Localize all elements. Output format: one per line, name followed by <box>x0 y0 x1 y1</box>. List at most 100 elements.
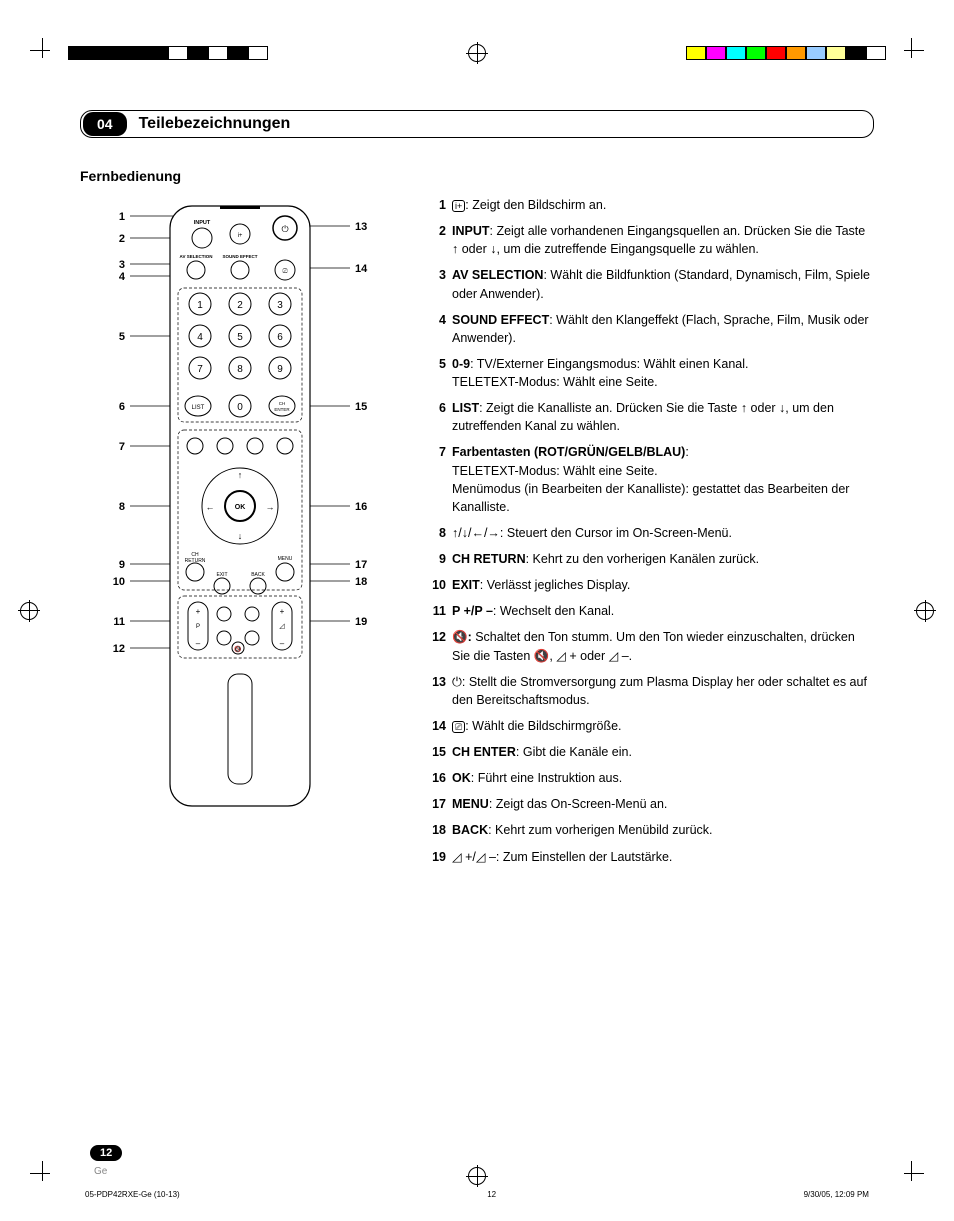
description-body: AV SELECTION: Wählt die Bildfunktion (St… <box>452 266 874 302</box>
description-item: 18BACK: Kehrt zum vorherigen Menübild zu… <box>430 821 874 839</box>
svg-text:5: 5 <box>119 331 125 343</box>
svg-text:15: 15 <box>355 401 367 413</box>
description-item: 11P +/P –: Wechselt den Kanal. <box>430 602 874 620</box>
svg-text:EXIT: EXIT <box>216 572 227 578</box>
description-number: 11 <box>430 602 452 620</box>
color-bars-right <box>686 46 886 60</box>
svg-text:11: 11 <box>113 616 125 628</box>
description-number: 4 <box>430 311 452 347</box>
description-number: 9 <box>430 550 452 568</box>
description-number: 17 <box>430 795 452 813</box>
svg-text:SOUND EFFECT: SOUND EFFECT <box>222 254 257 259</box>
svg-text:19: 19 <box>355 616 367 628</box>
description-body: ⎚: Wählt die Bildschirmgröße. <box>452 717 874 735</box>
print-marks-top <box>0 38 954 68</box>
svg-text:↓: ↓ <box>238 531 243 541</box>
chapter-title: Teilebezeichnungen <box>127 111 303 137</box>
crop-mark <box>30 38 60 68</box>
svg-text:ENTER: ENTER <box>274 407 290 412</box>
svg-text:AV SELECTION: AV SELECTION <box>180 254 213 259</box>
svg-text:2: 2 <box>237 300 243 311</box>
registration-mark <box>20 602 38 620</box>
description-number: 18 <box>430 821 452 839</box>
description-item: 50-9: TV/Externer Eingangsmodus: Wählt e… <box>430 355 874 391</box>
svg-text:9: 9 <box>119 559 125 571</box>
description-body: ⏻: Stellt die Stromversorgung zum Plasma… <box>452 673 874 709</box>
svg-text:←: ← <box>206 502 215 512</box>
svg-text:10: 10 <box>113 576 125 588</box>
svg-text:1: 1 <box>197 300 203 311</box>
description-item: 13⏻: Stellt die Stromversorgung zum Plas… <box>430 673 874 709</box>
registration-mark <box>916 602 934 620</box>
svg-text:MENU: MENU <box>278 556 293 562</box>
svg-text:6: 6 <box>277 332 283 343</box>
description-body: MENU: Zeigt das On-Screen-Menü an. <box>452 795 874 813</box>
svg-text:7: 7 <box>197 364 203 375</box>
registration-mark <box>468 1167 486 1185</box>
description-item: 1i+: Zeigt den Bildschirm an. <box>430 196 874 214</box>
svg-text:–: – <box>280 639 285 648</box>
section-title: Fernbedienung <box>80 168 874 184</box>
chapter-header: 04 Teilebezeichnungen <box>80 110 874 138</box>
description-number: 14 <box>430 717 452 735</box>
description-item: 14⎚: Wählt die Bildschirmgröße. <box>430 717 874 735</box>
svg-text:8: 8 <box>237 364 243 375</box>
description-item: 4SOUND EFFECT: Wählt den Klangeffekt (Fl… <box>430 311 874 347</box>
svg-text:9: 9 <box>277 364 283 375</box>
svg-text:⏻: ⏻ <box>281 224 288 234</box>
description-item: 17MENU: Zeigt das On-Screen-Menü an. <box>430 795 874 813</box>
description-body: 0-9: TV/Externer Eingangsmodus: Wählt ei… <box>452 355 874 391</box>
description-body: OK: Führt eine Instruktion aus. <box>452 769 874 787</box>
description-body: BACK: Kehrt zum vorherigen Menübild zurü… <box>452 821 874 839</box>
description-column: 1i+: Zeigt den Bildschirm an. 2INPUT: Zei… <box>430 196 874 874</box>
svg-text:3: 3 <box>277 300 283 311</box>
description-body: i+: Zeigt den Bildschirm an. <box>452 196 874 214</box>
footer: 05-PDP42RXE-Ge (10-13) 12 9/30/05, 12:09… <box>85 1190 869 1199</box>
svg-text:17: 17 <box>355 559 367 571</box>
svg-text:4: 4 <box>197 332 203 343</box>
print-marks-bottom <box>0 1161 954 1191</box>
description-item: 8↑/↓/←/→: Steuert den Cursor im On-Scree… <box>430 524 874 542</box>
description-number: 1 <box>430 196 452 214</box>
description-item: 6LIST: Zeigt die Kanalliste an. Drücken … <box>430 399 874 435</box>
description-number: 7 <box>430 443 452 516</box>
svg-text:3: 3 <box>119 259 125 271</box>
svg-text:i+: i+ <box>238 233 243 239</box>
svg-text:CH: CH <box>279 401 286 406</box>
svg-text:LIST: LIST <box>192 405 205 411</box>
svg-text:P: P <box>196 624 200 630</box>
svg-text:+: + <box>280 607 285 616</box>
remote-svg: 1 2 3 4 5 6 7 8 9 10 11 12 13 14 <box>80 196 400 816</box>
description-item: 2INPUT: Zeigt alle vorhandenen Eingangsq… <box>430 222 874 258</box>
svg-text:8: 8 <box>119 501 125 513</box>
description-item: 19◿ +/◿ –: Zum Einstellen der Lautstärke… <box>430 848 874 866</box>
svg-text:18: 18 <box>355 576 367 588</box>
svg-text:–: – <box>196 639 201 648</box>
crop-mark <box>894 38 924 68</box>
description-number: 8 <box>430 524 452 542</box>
page-number: 12 <box>90 1145 122 1161</box>
description-number: 3 <box>430 266 452 302</box>
svg-text:0: 0 <box>237 402 243 413</box>
description-item: 12🔇: Schaltet den Ton stumm. Um den Ton … <box>430 628 874 664</box>
svg-text:5: 5 <box>237 332 243 343</box>
description-number: 16 <box>430 769 452 787</box>
description-item: 10EXIT: Verlässt jegliches Display. <box>430 576 874 594</box>
svg-text:↑: ↑ <box>238 470 243 480</box>
crop-mark <box>894 1161 924 1191</box>
description-body: ◿ +/◿ –: Zum Einstellen der Lautstärke. <box>452 848 874 866</box>
svg-text:4: 4 <box>119 271 126 283</box>
description-body: EXIT: Verlässt jegliches Display. <box>452 576 874 594</box>
description-body: 🔇: Schaltet den Ton stumm. Um den Ton wi… <box>452 628 874 664</box>
svg-text:◿: ◿ <box>279 623 285 630</box>
description-number: 10 <box>430 576 452 594</box>
color-bars-left <box>68 46 268 60</box>
description-body: CH ENTER: Gibt die Kanäle ein. <box>452 743 874 761</box>
description-number: 15 <box>430 743 452 761</box>
description-body: INPUT: Zeigt alle vorhandenen Eingangsqu… <box>452 222 874 258</box>
svg-text:1: 1 <box>119 211 125 223</box>
svg-text:+: + <box>196 607 201 616</box>
svg-text:OK: OK <box>235 504 246 511</box>
description-number: 12 <box>430 628 452 664</box>
description-body: Farbentasten (ROT/GRÜN/GELB/BLAU):TELETE… <box>452 443 874 516</box>
